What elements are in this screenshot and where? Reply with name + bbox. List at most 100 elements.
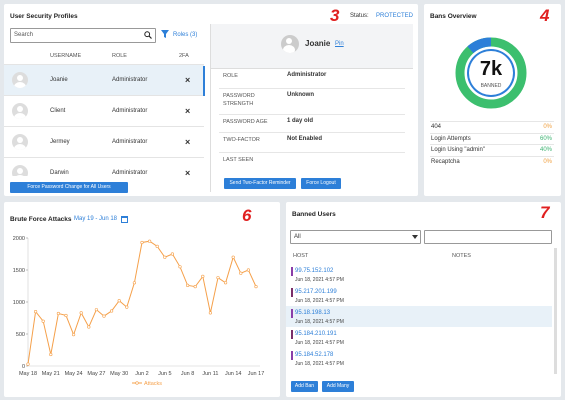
host-row[interactable]: 95.217.201.199 Jun 18, 2021 4:57 PM [286,285,552,306]
separator [219,114,405,115]
username: Joanie [50,77,68,83]
status: PROTECTED [376,13,414,19]
field-label: PASSWORD STRENGTH [223,93,255,107]
brute-force-panel: Brute Force Attacks May 19 - Jun 18 6 0 5… [4,202,280,397]
separator [219,132,405,133]
x-tick-label: May 27 [87,371,105,377]
ban-date: Jun 18, 2021 4:57 PM [295,319,344,325]
user-list: Joanie Administrator × Client Administrator ×… [4,64,206,176]
x-tick-label: Jun 2 [135,371,148,377]
x-tick-label: Jun 11 [202,371,218,377]
x-tick-label: Jun 5 [158,371,171,377]
host-row[interactable]: 95.18.198.13 Jun 18, 2021 4:57 PM [286,306,552,327]
user-row[interactable]: Client Administrator × [4,95,204,127]
x-tick-label: May 24 [65,371,83,377]
point [216,276,220,280]
ban-label: Login Using "admin" [431,147,485,153]
separator [430,121,554,122]
point [102,314,106,318]
user-row[interactable]: Joanie Administrator × [4,64,204,96]
filter-select[interactable]: All [290,230,421,244]
donut [455,37,527,109]
role: Administrator [112,108,148,114]
ban-date: Jun 18, 2021 4:57 PM [295,298,344,304]
calendar-icon[interactable] [121,215,128,223]
point [254,285,258,289]
point [163,255,167,259]
point [79,311,83,315]
force-logout-button[interactable]: Force Logout [301,178,341,189]
roles-filter[interactable]: Roles (3) [173,32,198,38]
search-box[interactable]: Search [10,28,156,43]
add-ban-button[interactable]: Add Ban [291,381,318,392]
field-value: Unknown [287,92,314,98]
separator [430,132,554,134]
pin-link[interactable]: Pin [335,41,344,47]
point [109,309,114,313]
field-label: TWO-FACTOR [223,137,260,143]
host: 95.184.52.178 [295,352,334,358]
column-header: 2FA [179,53,189,59]
panel-title: Banned Users [292,211,336,218]
point [71,333,76,337]
point [224,281,228,285]
point [56,311,61,316]
host: 95.217.201.199 [295,289,337,295]
date-range[interactable]: May 19 - Jun 18 [74,216,118,222]
ban-label: Login Attempts [431,135,471,142]
point [132,281,136,285]
bans-overview-panel: Bans Overview 4 7k BANNED 404 0% Login Att… [424,4,561,196]
point [125,305,129,309]
y-tick-label: 1500 [13,268,25,274]
badge: 6 [242,206,252,225]
user-row[interactable]: Jermey Administrator × [4,126,204,158]
user-row[interactable]: Darwin Administrator × [4,157,204,176]
detail-panel: Joanie Pin Send Two-Factor Reminder Forc… [210,24,413,192]
search-input[interactable] [424,230,552,244]
x-tick-label: May 18 [19,371,37,377]
host-row[interactable]: 95.184.210.191 Jun 18, 2021 4:57 PM [286,327,552,348]
field-label: PASSWORD AGE [223,119,268,125]
field-value: Administrator [287,72,327,78]
point [155,244,159,248]
y-tick-label: 2000 [13,236,25,242]
two-factor-reminder-button[interactable]: Send Two-Factor Reminder [224,178,296,189]
filter-icon[interactable] [161,30,169,38]
separator [430,144,554,145]
add-many-button[interactable]: Add Many [322,381,354,392]
separator [430,155,554,157]
legend-marker [135,381,139,385]
point [170,252,174,256]
host: 95.18.198.13 [295,310,331,316]
point [208,311,212,315]
user-security-panel: User Security Profiles 3 Status: PROTECT… [4,4,418,196]
panel-title: User Security Profiles [10,13,78,20]
ban-label: 404 [431,124,442,130]
search-icon [144,31,152,39]
host-row[interactable]: 99.75.152.102 Jun 18, 2021 4:57 PM [286,264,552,285]
banned-label: BANNED [480,83,502,89]
two-factor-status: × [185,75,191,85]
username: Jermey [50,139,70,145]
banned-total: 7k [479,58,503,80]
field-label: ROLE [223,73,238,79]
host-row[interactable]: 95.184.52.178 Jun 18, 2021 4:57 PM [286,348,552,369]
row-marker [291,330,293,339]
row-marker [291,309,293,318]
point [231,255,235,259]
force-password-button[interactable]: Force Password Change for All Users [10,182,128,193]
row-marker [291,351,293,360]
role: Administrator [112,170,148,176]
separator [219,88,405,89]
username: Client [50,108,66,114]
field-value: Not Enabled [287,136,323,142]
row-marker [291,288,293,297]
row-marker [291,267,293,276]
host: 99.75.152.102 [295,268,334,274]
filter-value: All [294,234,301,240]
point [246,268,250,272]
ban-value: 60% [539,135,552,142]
point [178,265,182,269]
point [186,283,190,287]
